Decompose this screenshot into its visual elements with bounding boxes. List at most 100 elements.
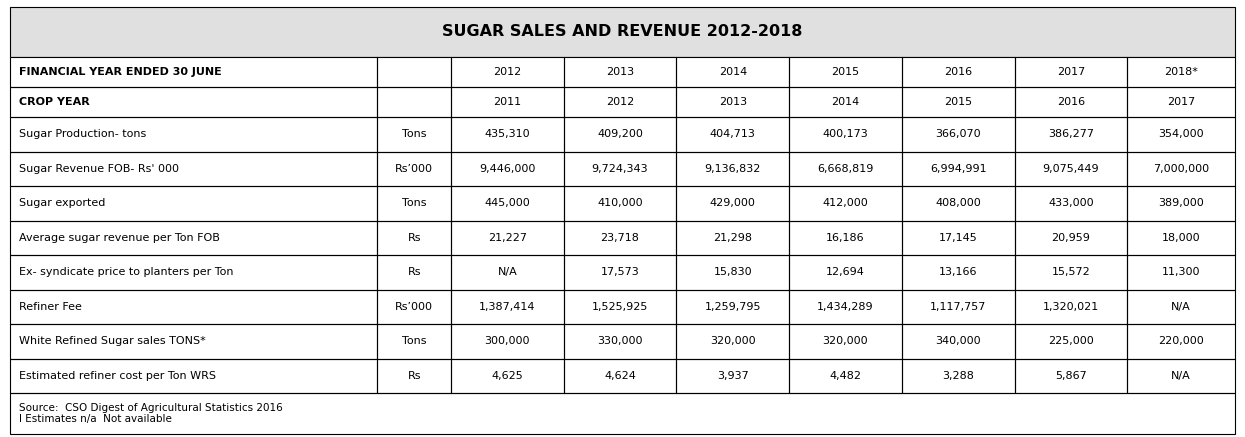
Bar bbox=[451, 57, 564, 87]
Bar bbox=[901, 87, 1015, 117]
Bar bbox=[789, 117, 901, 152]
Text: 445,000: 445,000 bbox=[484, 198, 530, 208]
Bar bbox=[10, 117, 377, 152]
Text: 1,387,414: 1,387,414 bbox=[479, 302, 535, 312]
Bar bbox=[901, 255, 1015, 290]
Bar bbox=[451, 221, 564, 255]
Bar bbox=[377, 87, 451, 117]
Text: 12,694: 12,694 bbox=[825, 267, 865, 277]
Bar bbox=[1015, 152, 1127, 186]
Bar bbox=[1015, 359, 1127, 393]
Bar bbox=[901, 255, 1015, 290]
Bar bbox=[901, 221, 1015, 255]
Bar bbox=[377, 57, 451, 87]
Bar bbox=[1015, 359, 1127, 393]
Bar bbox=[789, 359, 901, 393]
Bar bbox=[564, 152, 676, 186]
Bar bbox=[451, 117, 564, 152]
Text: 9,446,000: 9,446,000 bbox=[479, 164, 535, 174]
Bar bbox=[451, 359, 564, 393]
Text: 412,000: 412,000 bbox=[823, 198, 868, 208]
Bar bbox=[789, 255, 901, 290]
Bar bbox=[564, 186, 676, 221]
Bar bbox=[676, 57, 789, 87]
Bar bbox=[10, 255, 377, 290]
Bar bbox=[377, 359, 451, 393]
Bar bbox=[10, 290, 377, 324]
Text: 389,000: 389,000 bbox=[1158, 198, 1204, 208]
Text: 2017: 2017 bbox=[1167, 97, 1195, 107]
Bar bbox=[451, 152, 564, 186]
Bar bbox=[676, 87, 789, 117]
Bar bbox=[901, 186, 1015, 221]
Bar bbox=[1015, 87, 1127, 117]
Text: 4,625: 4,625 bbox=[492, 371, 523, 381]
Text: 386,277: 386,277 bbox=[1048, 129, 1094, 139]
Bar bbox=[789, 221, 901, 255]
Bar bbox=[564, 221, 676, 255]
Text: 1,434,289: 1,434,289 bbox=[817, 302, 874, 312]
Bar bbox=[789, 57, 901, 87]
Bar bbox=[789, 152, 901, 186]
Bar bbox=[901, 87, 1015, 117]
Bar bbox=[564, 117, 676, 152]
Text: 17,145: 17,145 bbox=[939, 233, 977, 243]
Text: Source:  CSO Digest of Agricultural Statistics 2016: Source: CSO Digest of Agricultural Stati… bbox=[19, 403, 283, 413]
Text: 20,959: 20,959 bbox=[1052, 233, 1091, 243]
Bar bbox=[1015, 186, 1127, 221]
Bar bbox=[1015, 152, 1127, 186]
Text: 21,298: 21,298 bbox=[713, 233, 752, 243]
Bar bbox=[377, 152, 451, 186]
Bar bbox=[451, 186, 564, 221]
Bar bbox=[1127, 255, 1235, 290]
Bar bbox=[377, 324, 451, 359]
Bar bbox=[676, 324, 789, 359]
Text: Sugar Revenue FOB- Rs' 000: Sugar Revenue FOB- Rs' 000 bbox=[19, 164, 179, 174]
Bar bbox=[676, 290, 789, 324]
Text: 2012: 2012 bbox=[493, 67, 522, 77]
Text: 320,000: 320,000 bbox=[710, 336, 756, 347]
Bar bbox=[1127, 57, 1235, 87]
Bar bbox=[676, 290, 789, 324]
Text: 2015: 2015 bbox=[832, 67, 859, 77]
Text: Ex- syndicate price to planters per Ton: Ex- syndicate price to planters per Ton bbox=[19, 267, 233, 277]
Bar bbox=[10, 57, 377, 87]
Bar bbox=[377, 255, 451, 290]
Bar bbox=[1015, 290, 1127, 324]
Bar bbox=[451, 255, 564, 290]
Text: 21,227: 21,227 bbox=[488, 233, 527, 243]
Bar bbox=[676, 359, 789, 393]
Bar bbox=[564, 57, 676, 87]
Bar bbox=[564, 255, 676, 290]
Text: N/A: N/A bbox=[1172, 371, 1191, 381]
Text: 433,000: 433,000 bbox=[1048, 198, 1093, 208]
Bar bbox=[789, 186, 901, 221]
Bar bbox=[564, 152, 676, 186]
Text: 409,200: 409,200 bbox=[598, 129, 642, 139]
Bar bbox=[789, 87, 901, 117]
Text: N/A: N/A bbox=[1172, 302, 1191, 312]
Text: Rs: Rs bbox=[407, 371, 421, 381]
Text: 2018*: 2018* bbox=[1164, 67, 1198, 77]
Bar bbox=[676, 255, 789, 290]
Text: Tons: Tons bbox=[402, 129, 427, 139]
Text: 3,288: 3,288 bbox=[942, 371, 974, 381]
Bar bbox=[1015, 221, 1127, 255]
Text: 340,000: 340,000 bbox=[935, 336, 981, 347]
Bar bbox=[451, 255, 564, 290]
Bar bbox=[10, 359, 377, 393]
Bar bbox=[901, 359, 1015, 393]
Bar bbox=[901, 57, 1015, 87]
Bar bbox=[1127, 255, 1235, 290]
Text: 11,300: 11,300 bbox=[1162, 267, 1200, 277]
Text: 17,573: 17,573 bbox=[600, 267, 640, 277]
Text: 15,830: 15,830 bbox=[713, 267, 752, 277]
Bar bbox=[10, 186, 377, 221]
Bar bbox=[1015, 57, 1127, 87]
Bar bbox=[1127, 87, 1235, 117]
Text: 225,000: 225,000 bbox=[1048, 336, 1094, 347]
Text: CROP YEAR: CROP YEAR bbox=[19, 97, 90, 107]
Bar bbox=[789, 324, 901, 359]
Bar bbox=[451, 290, 564, 324]
Bar bbox=[1015, 117, 1127, 152]
